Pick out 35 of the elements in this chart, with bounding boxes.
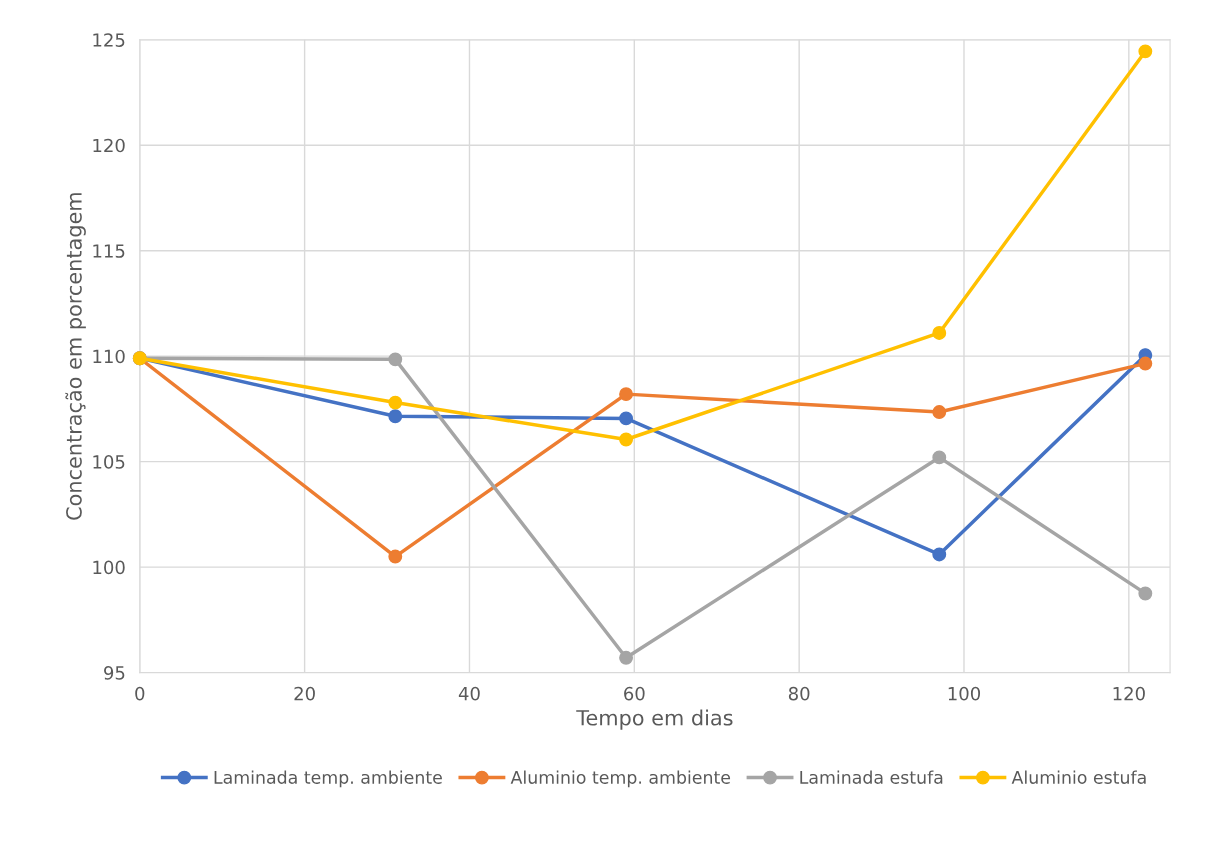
point [1138, 356, 1153, 371]
point [619, 432, 634, 447]
point [388, 395, 403, 410]
point [388, 409, 403, 424]
point [932, 405, 947, 420]
y-axis-title: Concentração em porcentagem [65, 193, 86, 520]
x-tick-label: 80 [788, 686, 810, 701]
x-tick-label: 60 [624, 686, 645, 701]
y-tick-label: 100 [93, 560, 125, 575]
point [619, 411, 634, 426]
y-tick-label: 115 [93, 244, 125, 258]
point [619, 650, 634, 665]
x-tick-label: 120 [1113, 686, 1145, 701]
legend-label: Laminada temp. ambiente [214, 770, 442, 788]
y-tick-label: 110 [93, 349, 125, 364]
x-tick-label: 40 [458, 686, 480, 701]
y-tick-label: 105 [93, 455, 125, 469]
legend-label: Aluminio temp. ambiente [510, 770, 731, 788]
point [388, 352, 403, 367]
x-axis-title: Tempo em dias [576, 709, 733, 730]
x-tick-label: 0 [135, 686, 145, 701]
point [1138, 586, 1153, 601]
point [1138, 44, 1153, 59]
point [619, 387, 634, 402]
x-tick-label: 100 [948, 686, 981, 701]
legend-label: Laminada estufa [800, 770, 943, 784]
x-tick-label: 20 [294, 686, 315, 701]
point [932, 547, 947, 562]
y-tick-label: 95 [104, 666, 125, 680]
point [388, 549, 403, 564]
point [932, 326, 947, 340]
point [932, 450, 947, 465]
legend-label: Aluminio estufa [1011, 770, 1146, 784]
y-tick-label: 120 [93, 138, 125, 153]
y-tick-label: 125 [93, 33, 125, 47]
